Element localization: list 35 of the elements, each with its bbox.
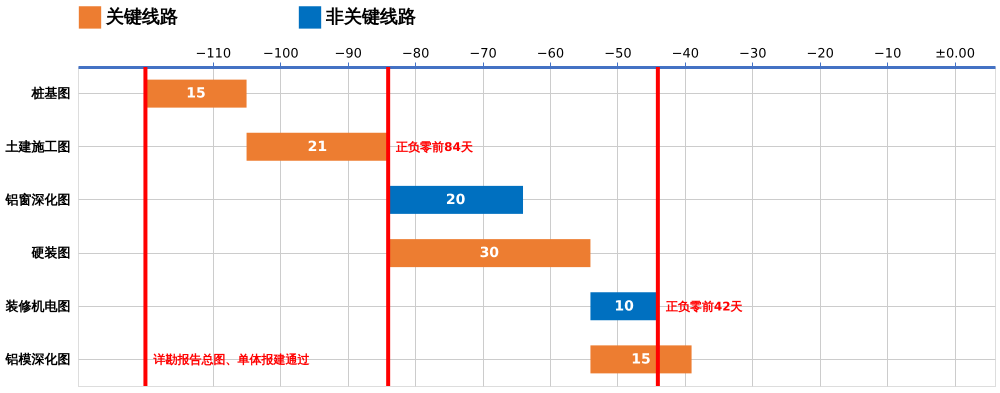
x-tick-label: −60 [536,46,564,62]
x-tick-label: −50 [604,46,632,62]
bar [388,186,524,214]
x-tick-label: −90 [334,46,362,62]
legend-label: 关键线路 [105,6,178,28]
x-tick-label: −110 [195,46,232,62]
x-tick-label: −40 [672,46,700,62]
x-tick-label: −30 [739,46,766,62]
data-label: 10 [614,298,634,314]
bar [145,80,247,108]
x-tick-label: −70 [469,46,497,62]
bar [590,292,658,320]
y-tick-label: 铝窗深化图 [4,192,70,208]
x-tick-label: −10 [874,46,902,62]
x-tick-label: −20 [806,46,834,62]
y-tick-label: 硬装图 [30,246,70,262]
ref-line-label: 正负零前84天 [395,140,474,154]
y-tick-label: 装修机电图 [4,299,70,314]
ref-line-label: 正负零前42天 [664,299,744,314]
bar [590,345,692,374]
x-tick-label: −80 [402,46,430,62]
ref-line-label: 详勘报告总图、单体报建通过 [152,352,310,366]
data-label: 21 [308,138,328,155]
data-label: 15 [631,351,651,368]
data-label: 20 [446,192,466,208]
x-tick-label: ±0.00 [935,46,975,62]
data-label: 30 [480,245,500,262]
bar [388,239,590,268]
legend-label: 非关键线路 [325,6,416,28]
y-tick-label: 桩基图 [30,86,70,102]
x-tick-label: −100 [262,46,299,62]
bar [246,132,388,161]
y-tick-label: 铝模深化图 [4,352,70,368]
data-label: 15 [186,86,206,102]
y-tick-label: 土建施工图 [4,138,70,155]
